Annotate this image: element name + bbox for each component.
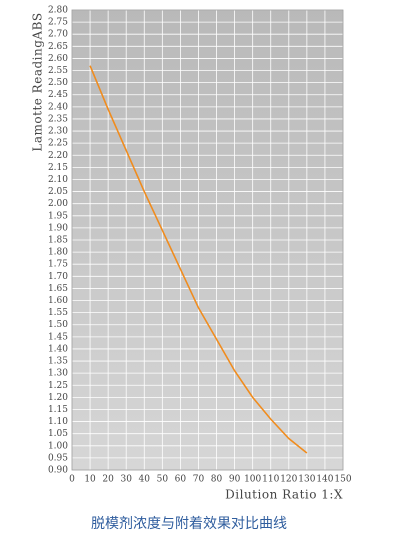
y-tick-label: 2.20 (48, 151, 68, 161)
y-tick-label: 2.05 (48, 187, 68, 197)
line (89, 65, 308, 454)
x-tick-label: 70 (193, 475, 205, 485)
x-tick-label: 90 (229, 475, 241, 485)
y-tick-label: 2.75 (48, 18, 68, 28)
y-tick-label: 1.65 (48, 284, 68, 294)
y-tick-label: 1.70 (48, 272, 68, 282)
y-tick-label: 1.40 (48, 344, 68, 354)
x-tick-label: 10 (84, 475, 96, 485)
x-tick-label: 40 (139, 475, 151, 485)
y-tick-label: 1.60 (48, 296, 68, 306)
y-tick-label: 1.55 (48, 308, 68, 318)
y-tick-label: 1.10 (48, 417, 68, 427)
y-tick-label: 2.30 (48, 127, 68, 137)
y-tick-label: 2.40 (48, 102, 68, 112)
y-tick-label: 1.25 (48, 381, 68, 391)
y-tick-label: 2.50 (48, 78, 68, 88)
y-tick-label: 1.05 (48, 429, 68, 439)
y-tick-label: 1.95 (48, 211, 68, 221)
y-tick-label: 1.90 (48, 223, 68, 233)
x-tick-label: 140 (316, 475, 333, 485)
y-tick-label: 2.45 (48, 90, 68, 100)
y-tick-label: 1.00 (48, 441, 68, 451)
x-axis-title: Dilution Ratio 1:X (225, 488, 343, 502)
x-tick-label: 120 (280, 475, 297, 485)
x-tick-label: 0 (69, 475, 75, 485)
y-tick-label: 1.50 (48, 320, 68, 330)
x-tick-label: 20 (102, 475, 114, 485)
y-tick-label: 1.80 (48, 248, 68, 258)
caption: 脱模剂浓度与附着效果对比曲线 (91, 516, 287, 532)
y-tick-label: 2.80 (48, 6, 68, 16)
x-tick-label: 50 (157, 475, 169, 485)
y-tick-label: 2.65 (48, 42, 68, 52)
y-tick-label: 2.60 (48, 54, 68, 64)
x-tick-label: 150 (334, 475, 351, 485)
x-tick-label: 80 (211, 475, 223, 485)
y-tick-label: 2.25 (48, 139, 68, 149)
y-tick-label: 2.00 (48, 199, 68, 209)
y-tick-label: 2.35 (48, 114, 68, 124)
x-tick-label: 110 (262, 475, 279, 485)
x-tick-label: 30 (120, 475, 132, 485)
y-tick-label: 0.90 (48, 466, 68, 476)
y-tick-label: 1.45 (48, 332, 68, 342)
y-tick-label: 2.10 (48, 175, 68, 185)
y-tick-label: 1.35 (48, 357, 68, 367)
y-tick-label: 1.30 (48, 369, 68, 379)
x-tick-label: 130 (298, 475, 315, 485)
y-tick-label: 0.95 (48, 453, 68, 463)
y-axis-title: Lamotte ReadingABS (31, 12, 45, 151)
y-tick-label: 2.15 (48, 163, 68, 173)
y-tick-label: 2.70 (48, 30, 68, 40)
y-tick-label: 1.85 (48, 236, 68, 246)
x-tick-label: 100 (244, 475, 261, 485)
plot-border (71, 9, 344, 471)
y-tick-label: 1.75 (48, 260, 68, 270)
y-tick-label: 2.55 (48, 66, 68, 76)
y-tick-label: 1.20 (48, 393, 68, 403)
x-tick-label: 60 (175, 475, 187, 485)
y-tick-label: 1.15 (48, 405, 68, 415)
